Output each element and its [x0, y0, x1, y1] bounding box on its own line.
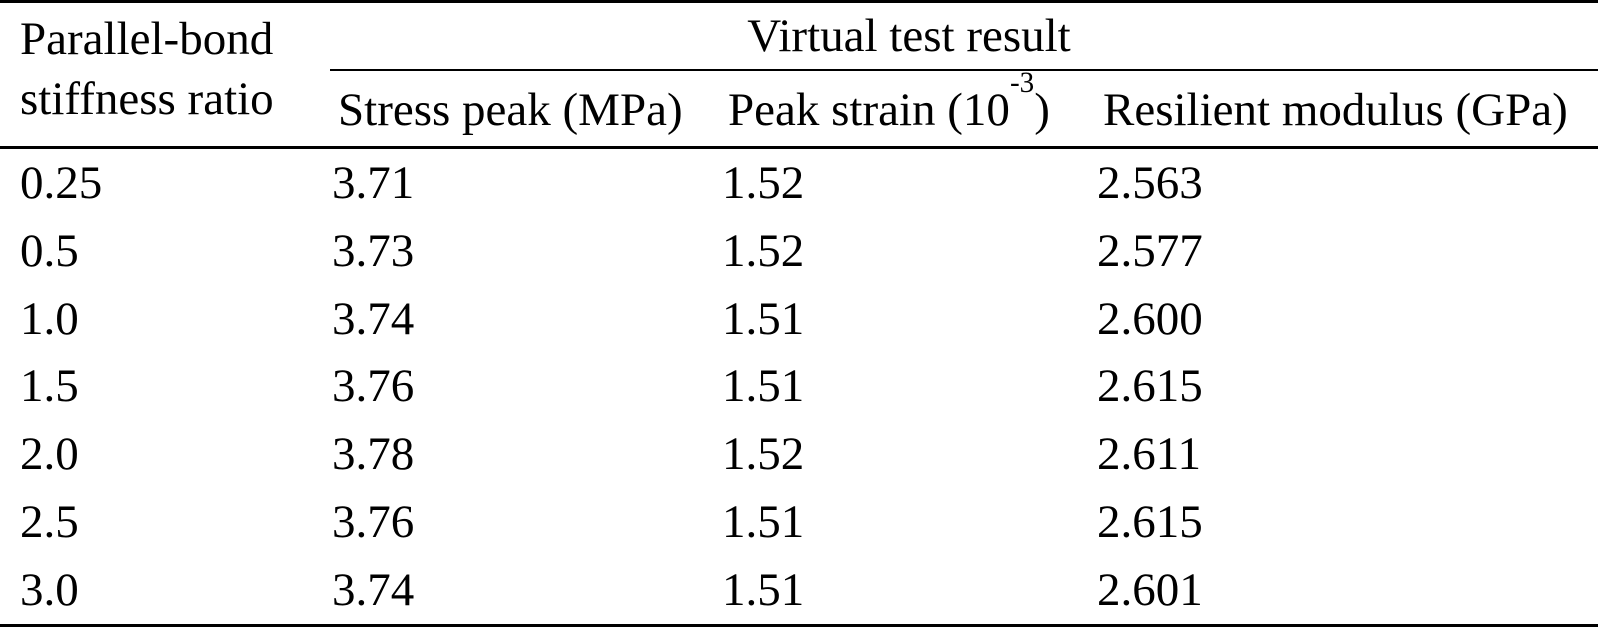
table-row: 2.5 3.76 1.51 2.615: [0, 488, 1598, 556]
cell-stress-peak: 3.71: [332, 156, 415, 209]
table-row: 3.0 3.74 1.51 2.601: [0, 556, 1598, 626]
table-row: 1.0 3.74 1.51 2.600: [0, 285, 1598, 353]
peak-strain-label-prefix: Peak strain (10: [728, 83, 1010, 136]
cell-stress-peak: 3.78: [332, 428, 415, 481]
sub-header-row: Stress peak (MPa) Peak strain (10-3) Res…: [0, 67, 1598, 149]
peak-strain-exponent: -3: [1009, 67, 1035, 100]
table-row: 0.5 3.73 1.52 2.577: [0, 217, 1598, 285]
cell-peak-strain: 1.51: [722, 360, 805, 413]
cell-peak-strain: 1.52: [722, 156, 805, 209]
table-row: 0.25 3.71 1.52 2.563: [0, 148, 1598, 217]
cell-stress-peak: 3.73: [332, 224, 415, 277]
cell-stiffness-ratio: 0.5: [20, 224, 79, 277]
cell-resilient-modulus: 2.601: [1097, 563, 1203, 616]
cell-peak-strain: 1.51: [722, 563, 805, 616]
cell-stiffness-ratio: 0.25: [20, 156, 103, 209]
cell-resilient-modulus: 2.615: [1097, 495, 1203, 548]
cell-stress-peak: 3.76: [332, 495, 415, 548]
cell-stress-peak: 3.74: [332, 563, 415, 616]
table-row: 1.5 3.76 1.51 2.615: [0, 353, 1598, 421]
cell-stiffness-ratio: 2.5: [20, 495, 79, 548]
peak-strain-label-suffix: ): [1034, 83, 1050, 136]
column-header-parallel-bond-stiffness-ratio: Parallel-bond stiffness ratio: [0, 1, 330, 149]
column-header-resilient-modulus: Resilient modulus (GPa): [1095, 69, 1598, 149]
cell-resilient-modulus: 2.611: [1097, 428, 1202, 481]
table-row: 2.0 3.78 1.52 2.611: [0, 420, 1598, 488]
cell-stress-peak: 3.74: [332, 292, 415, 345]
group-header-virtual-test-result: Virtual test result: [330, 1, 1598, 71]
cell-resilient-modulus: 2.577: [1097, 224, 1203, 277]
cell-resilient-modulus: 2.563: [1097, 156, 1203, 209]
column-header-peak-strain: Peak strain (10-3): [720, 67, 1095, 149]
group-header-row: Parallel-bond stiffness ratio Virtual te…: [0, 1, 1598, 149]
cell-stiffness-ratio: 3.0: [20, 563, 79, 616]
cell-peak-strain: 1.51: [722, 292, 805, 345]
cell-resilient-modulus: 2.600: [1097, 292, 1203, 345]
column-header-stress-peak: Stress peak (MPa): [330, 69, 720, 149]
cell-stress-peak: 3.76: [332, 360, 415, 413]
cell-peak-strain: 1.52: [722, 224, 805, 277]
cell-stiffness-ratio: 2.0: [20, 428, 79, 481]
cell-stiffness-ratio: 1.5: [20, 360, 79, 413]
cell-peak-strain: 1.51: [722, 495, 805, 548]
cell-resilient-modulus: 2.615: [1097, 360, 1203, 413]
cell-stiffness-ratio: 1.0: [20, 292, 79, 345]
cell-peak-strain: 1.52: [722, 428, 805, 481]
